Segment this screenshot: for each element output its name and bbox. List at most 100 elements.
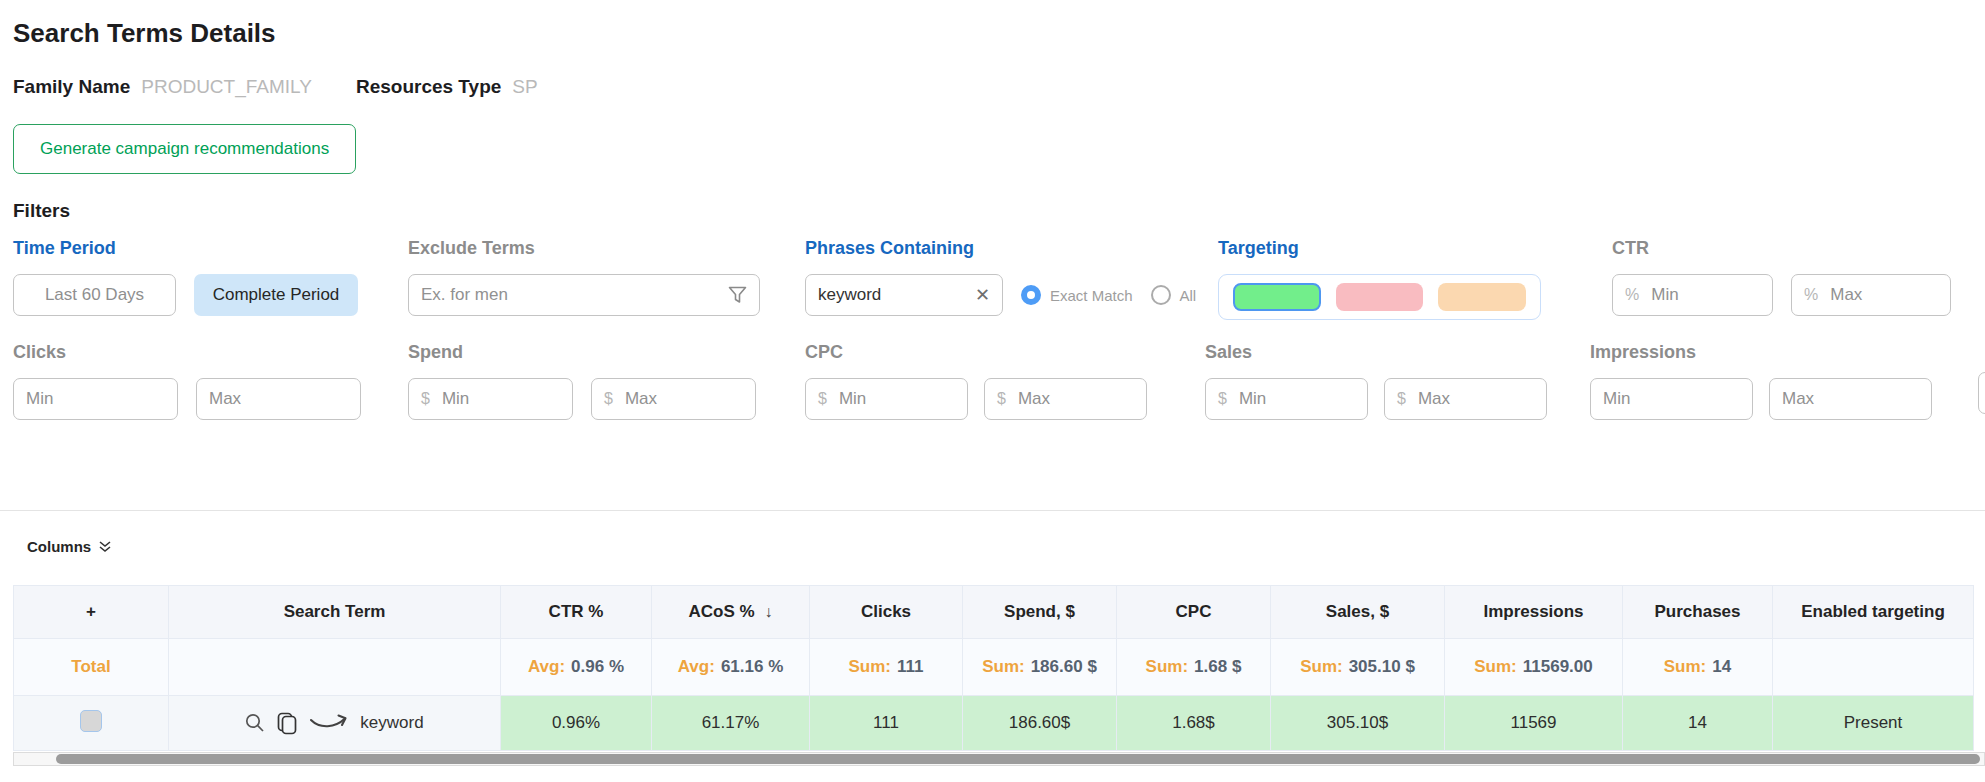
- search-terms-details-page: Search Terms Details Family Name PRODUCT…: [0, 0, 1985, 782]
- columns-button-label: Columns: [27, 538, 91, 555]
- row-clicks-cell: 111: [810, 696, 963, 751]
- targeting-label: Targeting: [1218, 238, 1541, 259]
- header-purchases[interactable]: Purchases: [1623, 586, 1773, 639]
- meta-row: Family Name PRODUCT_FAMILY Resources Typ…: [13, 76, 538, 98]
- all-option[interactable]: All: [1151, 285, 1197, 305]
- header-clicks[interactable]: Clicks: [810, 586, 963, 639]
- clicks-filter: Clicks: [13, 342, 361, 420]
- header-ctr[interactable]: CTR %: [501, 586, 652, 639]
- dollar-prefix: $: [421, 390, 430, 408]
- search-terms-table: + Search Term CTR % ACoS % ↓ Clicks Spend…: [13, 585, 1974, 751]
- spend-filter: Spend $ $: [408, 342, 756, 420]
- row-acos-cell: 61.17%: [652, 696, 810, 751]
- impressions-label: Impressions: [1590, 342, 1932, 363]
- phrases-containing-input[interactable]: [818, 285, 963, 305]
- percent-prefix: %: [1804, 286, 1818, 304]
- ctr-label: CTR: [1612, 238, 1951, 259]
- double-chevron-down-icon: [98, 540, 112, 553]
- clear-icon[interactable]: ✕: [975, 284, 990, 306]
- horizontal-scrollbar-thumb[interactable]: [56, 754, 1980, 764]
- dollar-prefix: $: [818, 390, 827, 408]
- exclude-terms-input[interactable]: [421, 285, 716, 305]
- total-impressions-cell: Sum:11569.00: [1445, 639, 1623, 696]
- sales-filter: Sales $ $: [1205, 342, 1547, 420]
- table-header-row: + Search Term CTR % ACoS % ↓ Clicks Spend…: [14, 586, 1974, 639]
- columns-button[interactable]: Columns: [27, 538, 112, 555]
- sort-desc-icon[interactable]: ↓: [765, 603, 773, 620]
- exact-match-label: Exact Match: [1050, 287, 1133, 304]
- exclude-terms-filter: Exclude Terms: [408, 238, 760, 316]
- ctr-filter: CTR % %: [1612, 238, 1951, 316]
- amazon-smile-arrow-icon[interactable]: [309, 714, 349, 732]
- percent-prefix: %: [1625, 286, 1639, 304]
- header-cpc[interactable]: CPC: [1117, 586, 1271, 639]
- spend-max-input[interactable]: [625, 389, 743, 409]
- row-select-cell: [14, 696, 169, 751]
- cutoff-input-edge: [1978, 372, 1985, 414]
- clicks-max-wrap: [196, 378, 361, 420]
- resources-type-value: SP: [512, 76, 537, 98]
- total-cpc-cell: Sum:1.68 $: [1117, 639, 1271, 696]
- dollar-prefix: $: [1397, 390, 1406, 408]
- targeting-pill-pink[interactable]: [1336, 283, 1424, 311]
- header-impressions[interactable]: Impressions: [1445, 586, 1623, 639]
- targeting-pills-box: [1218, 274, 1541, 320]
- total-sales-cell: Sum:305.10 $: [1271, 639, 1445, 696]
- total-ctr-cell: Avg:0.96 %: [501, 639, 652, 696]
- impressions-max-wrap: [1769, 378, 1932, 420]
- row-checkbox[interactable]: [80, 710, 102, 732]
- search-icon[interactable]: [245, 713, 265, 733]
- clicks-label: Clicks: [13, 342, 361, 363]
- cpc-filter: CPC $ $: [805, 342, 1147, 420]
- funnel-icon[interactable]: [728, 286, 747, 304]
- family-name-value: PRODUCT_FAMILY: [141, 76, 312, 98]
- exact-match-option[interactable]: Exact Match: [1021, 285, 1133, 305]
- targeting-pill-peach[interactable]: [1438, 283, 1526, 311]
- header-sales[interactable]: Sales, $: [1271, 586, 1445, 639]
- total-label: Total: [14, 639, 169, 696]
- row-ctr-cell: 0.96%: [501, 696, 652, 751]
- add-column-button[interactable]: +: [14, 586, 169, 639]
- clicks-min-input[interactable]: [26, 389, 165, 409]
- generate-recommendations-button[interactable]: Generate campaign recommendations: [13, 124, 356, 174]
- filters-heading: Filters: [13, 200, 70, 222]
- search-term-text[interactable]: keyword: [360, 713, 423, 733]
- impressions-min-input[interactable]: [1603, 389, 1740, 409]
- ctr-max-wrap: %: [1791, 274, 1951, 316]
- ctr-max-input[interactable]: [1830, 285, 1938, 305]
- dollar-prefix: $: [604, 390, 613, 408]
- cpc-min-input[interactable]: [839, 389, 955, 409]
- phrases-input-wrap: ✕: [805, 274, 1003, 316]
- last-60-days-button[interactable]: Last 60 Days: [13, 274, 176, 316]
- row-spend-cell: 186.60$: [963, 696, 1117, 751]
- cpc-min-wrap: $: [805, 378, 968, 420]
- exact-match-radio[interactable]: [1021, 285, 1041, 305]
- section-divider: [0, 510, 1985, 511]
- sales-min-input[interactable]: [1239, 389, 1355, 409]
- header-acos-label: ACoS %: [688, 602, 754, 621]
- exclude-terms-input-wrap: [408, 274, 760, 316]
- row-impressions-cell: 11569: [1445, 696, 1623, 751]
- ctr-min-input[interactable]: [1651, 285, 1760, 305]
- cpc-max-input[interactable]: [1018, 389, 1134, 409]
- clicks-max-input[interactable]: [209, 389, 348, 409]
- phrases-containing-label: Phrases Containing: [805, 238, 1196, 259]
- complete-period-button[interactable]: Complete Period: [194, 274, 358, 316]
- spend-min-input[interactable]: [442, 389, 560, 409]
- row-purchases-cell: 14: [1623, 696, 1773, 751]
- header-search-term[interactable]: Search Term: [169, 586, 501, 639]
- all-radio[interactable]: [1151, 285, 1171, 305]
- header-enabled-targeting[interactable]: Enabled targeting: [1773, 586, 1974, 639]
- total-clicks-cell: Sum:111: [810, 639, 963, 696]
- header-spend[interactable]: Spend, $: [963, 586, 1117, 639]
- spend-label: Spend: [408, 342, 756, 363]
- horizontal-scrollbar-track[interactable]: [13, 752, 1985, 766]
- targeting-filter: Targeting: [1218, 238, 1541, 320]
- impressions-max-input[interactable]: [1782, 389, 1919, 409]
- sales-max-input[interactable]: [1418, 389, 1534, 409]
- row-search-term-cell: keyword: [169, 696, 501, 751]
- header-acos[interactable]: ACoS % ↓: [652, 586, 810, 639]
- targeting-pill-green[interactable]: [1233, 283, 1321, 311]
- table-row: keyword 0.96% 61.17% 111 186.60$ 1.68$ 3…: [14, 696, 1974, 751]
- copy-icon[interactable]: [276, 712, 298, 735]
